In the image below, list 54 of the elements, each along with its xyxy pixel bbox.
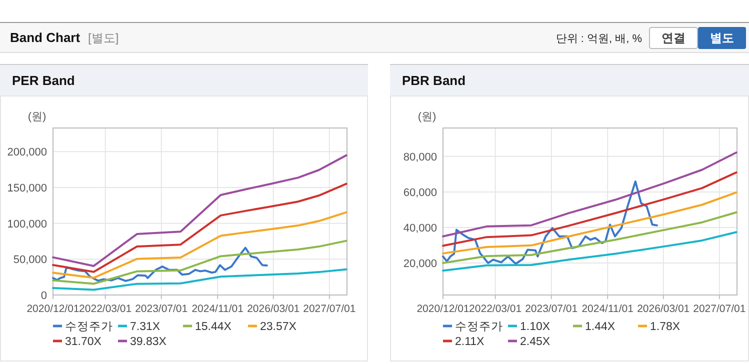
x-tick-label: 2023/07/01: [135, 303, 188, 315]
x-tick-label: 2027/07/01: [303, 303, 356, 315]
x-tick-label: 2023/07/01: [525, 303, 578, 315]
y-axis-title: (원): [418, 111, 436, 123]
text: [별도]: [88, 31, 119, 45]
text: 별도: [710, 31, 734, 45]
text: 단위 : 억원, 배, %: [556, 33, 642, 45]
legend-label: 수정주가: [455, 321, 503, 333]
legend-label: 23.57X: [260, 321, 297, 333]
x-tick-label: 2020/12/01: [416, 303, 470, 315]
x-tick-label: 2026/03/01: [247, 303, 300, 315]
legend-label: 수정주가: [65, 321, 113, 333]
x-tick-label: 2024/11/01: [582, 303, 634, 315]
x-tick-label: 2024/11/01: [192, 303, 244, 315]
line-series: [442, 191, 738, 254]
legend-label: 15.44X: [195, 321, 232, 333]
y-axis-title: (원): [28, 111, 46, 123]
line-series: [52, 268, 348, 291]
chart-title: PBR Band: [402, 73, 466, 88]
legend-label: 1.44X: [585, 321, 616, 333]
legend-label: 2.45X: [520, 336, 550, 348]
legend-label: 31.70X: [65, 336, 102, 348]
line-series: [52, 182, 348, 273]
line-series: [442, 231, 738, 272]
legend-label: 7.31X: [130, 321, 160, 333]
y-tick-label: 100,000: [7, 218, 47, 230]
y-tick-label: 60,000: [403, 186, 437, 199]
line-series: [52, 246, 268, 282]
y-tick-label: 150,000: [7, 182, 47, 194]
line-series: [442, 211, 738, 264]
line-series: [52, 154, 348, 267]
text: Band Chart: [10, 30, 81, 45]
x-tick-label: 2020/12/01: [26, 303, 80, 315]
chart-title: PER Band: [12, 73, 75, 88]
x-tick-label: 2026/03/01: [637, 303, 690, 315]
legend-label: 1.10X: [520, 321, 550, 333]
line-series: [52, 240, 348, 285]
y-tick-label: 0: [40, 290, 47, 302]
y-tick-label: 200,000: [7, 146, 47, 159]
legend-label: 1.78X: [650, 321, 680, 333]
legend-label: 2.11X: [455, 336, 485, 348]
y-tick-label: 80,000: [403, 151, 437, 164]
line-series: [442, 171, 738, 247]
y-tick-label: 50,000: [13, 254, 47, 266]
x-tick-label: 2027/07/01: [693, 303, 746, 315]
y-tick-label: 40,000: [403, 222, 437, 234]
x-tick-label: 2022/03/01: [469, 303, 522, 315]
line-series: [442, 180, 658, 265]
line-series: [52, 211, 348, 279]
y-tick-label: 20,000: [403, 258, 437, 270]
x-tick-label: 2022/03/01: [79, 303, 132, 315]
text: 연결: [662, 31, 686, 45]
legend-label: 39.83X: [130, 336, 167, 348]
line-series: [442, 152, 738, 238]
